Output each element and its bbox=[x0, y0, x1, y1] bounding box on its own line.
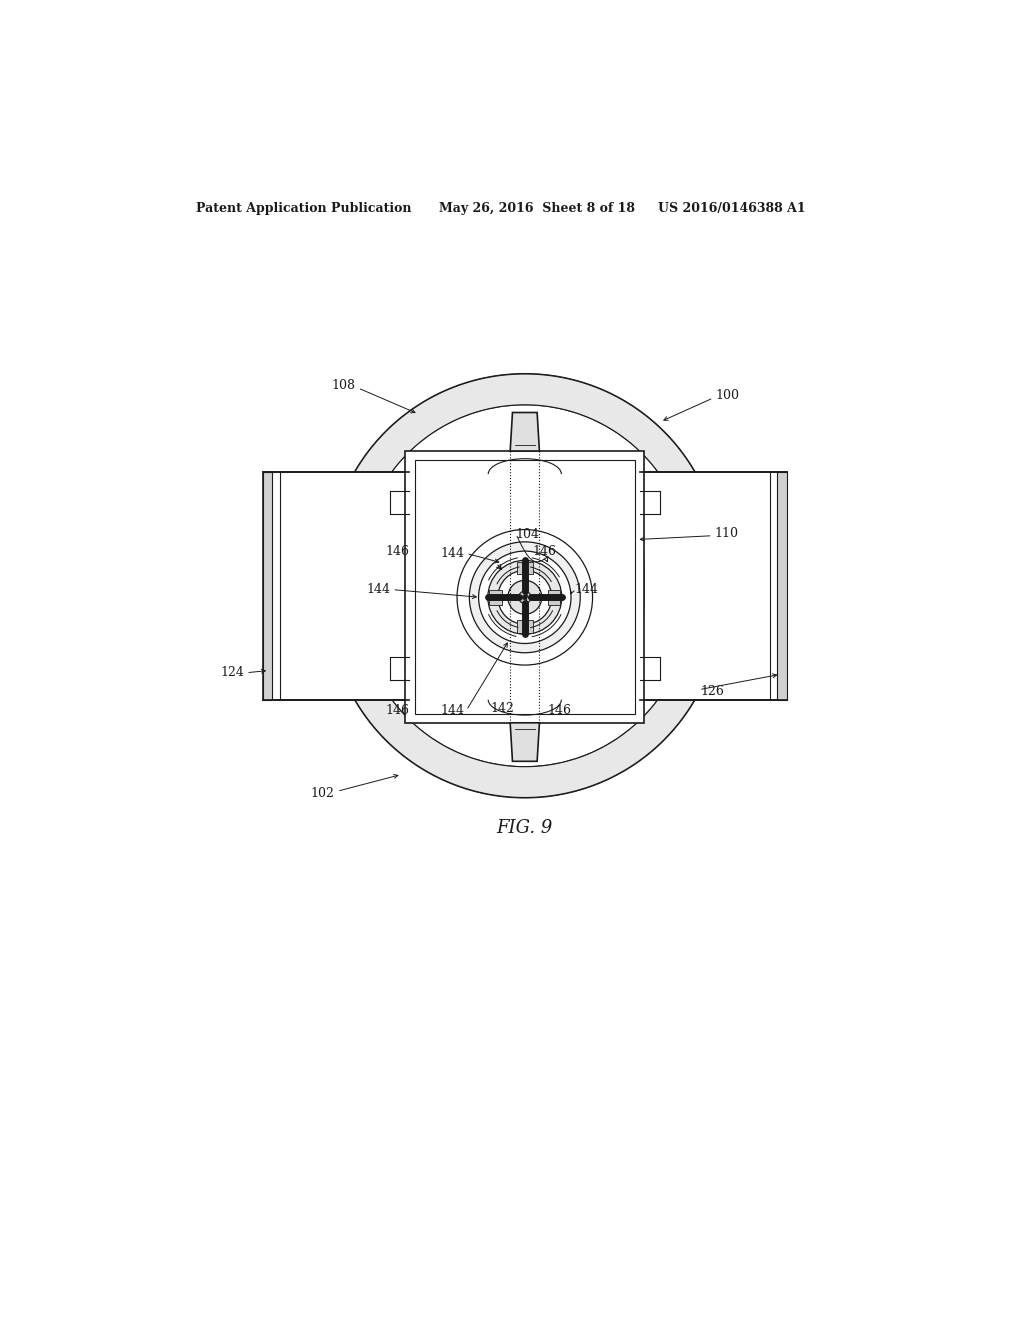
Text: FIG. 9: FIG. 9 bbox=[497, 820, 553, 837]
Polygon shape bbox=[329, 615, 721, 797]
Text: 100: 100 bbox=[716, 389, 739, 403]
Polygon shape bbox=[329, 374, 721, 556]
Polygon shape bbox=[510, 412, 540, 451]
Text: 144: 144 bbox=[367, 583, 391, 597]
Polygon shape bbox=[263, 471, 272, 700]
Text: 144: 144 bbox=[440, 546, 465, 560]
Polygon shape bbox=[517, 562, 532, 574]
Circle shape bbox=[518, 591, 531, 603]
Text: US 2016/0146388 A1: US 2016/0146388 A1 bbox=[658, 202, 806, 215]
Text: 144: 144 bbox=[574, 583, 598, 597]
Text: 144: 144 bbox=[440, 704, 465, 717]
Text: 102: 102 bbox=[310, 787, 335, 800]
Circle shape bbox=[498, 570, 552, 624]
Text: 146: 146 bbox=[385, 704, 410, 717]
Polygon shape bbox=[640, 471, 786, 700]
Polygon shape bbox=[406, 451, 644, 723]
Polygon shape bbox=[263, 471, 410, 700]
Polygon shape bbox=[517, 620, 532, 632]
Polygon shape bbox=[548, 590, 560, 605]
Text: 124: 124 bbox=[220, 667, 245, 680]
Text: 142: 142 bbox=[490, 702, 515, 715]
Circle shape bbox=[457, 529, 593, 665]
Text: May 26, 2016  Sheet 8 of 18: May 26, 2016 Sheet 8 of 18 bbox=[438, 202, 635, 215]
Circle shape bbox=[522, 595, 527, 599]
Polygon shape bbox=[510, 723, 540, 762]
Circle shape bbox=[487, 561, 562, 635]
Circle shape bbox=[469, 543, 581, 653]
Text: 146: 146 bbox=[548, 704, 571, 717]
Text: 108: 108 bbox=[332, 379, 355, 392]
Text: 146: 146 bbox=[532, 545, 556, 558]
Circle shape bbox=[508, 581, 542, 614]
Text: 110: 110 bbox=[714, 527, 738, 540]
Text: 104: 104 bbox=[515, 528, 540, 541]
Circle shape bbox=[478, 552, 571, 644]
Text: 146: 146 bbox=[385, 545, 410, 558]
Polygon shape bbox=[777, 471, 786, 700]
Text: Patent Application Publication: Patent Application Publication bbox=[196, 202, 412, 215]
Text: 126: 126 bbox=[700, 685, 724, 698]
Polygon shape bbox=[489, 590, 502, 605]
